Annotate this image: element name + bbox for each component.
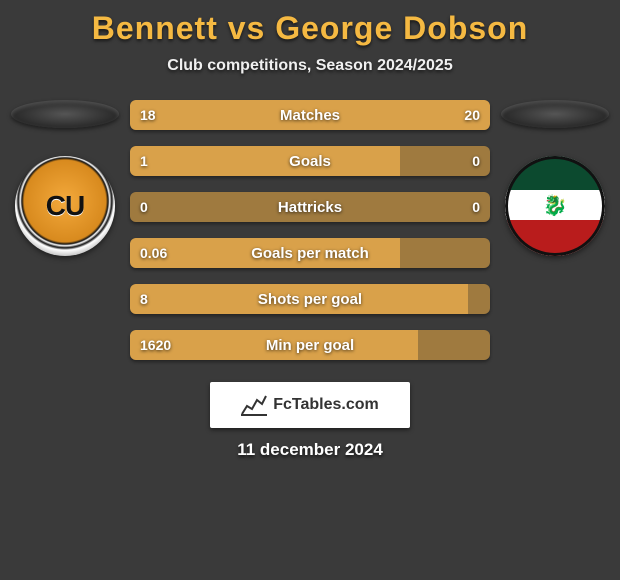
stat-row: 18Matches20 bbox=[130, 100, 490, 130]
stat-row: 0Hattricks0 bbox=[130, 192, 490, 222]
right-side: 🐉 bbox=[500, 100, 610, 256]
stat-row: 0.06Goals per match bbox=[130, 238, 490, 268]
brand-text: FcTables.com bbox=[273, 396, 379, 414]
brand-badge: FcTables.com bbox=[210, 382, 410, 428]
stat-label: Shots per goal bbox=[130, 284, 490, 314]
stat-label: Goals per match bbox=[130, 238, 490, 268]
stat-row: 1Goals0 bbox=[130, 146, 490, 176]
date-text: 11 december 2024 bbox=[0, 440, 620, 460]
comparison-panel: CU 18Matches201Goals00Hattricks00.06Goal… bbox=[0, 100, 620, 376]
left-side: CU bbox=[10, 100, 120, 256]
stat-right-value: 0 bbox=[472, 146, 480, 176]
stat-right-value: 20 bbox=[464, 100, 480, 130]
stat-label: Matches bbox=[130, 100, 490, 130]
stat-bars: 18Matches201Goals00Hattricks00.06Goals p… bbox=[120, 100, 500, 376]
subtitle: Club competitions, Season 2024/2025 bbox=[0, 57, 620, 75]
stat-row: 1620Min per goal bbox=[130, 330, 490, 360]
right-team-crest: 🐉 bbox=[505, 156, 605, 256]
page-title: Bennett vs George Dobson bbox=[0, 0, 620, 47]
stat-label: Hattricks bbox=[130, 192, 490, 222]
stat-right-value: 0 bbox=[472, 192, 480, 222]
left-team-crest: CU bbox=[15, 156, 115, 256]
left-player-silhouette bbox=[11, 100, 119, 128]
left-team-code: CU bbox=[46, 190, 84, 222]
right-player-silhouette bbox=[501, 100, 609, 128]
stat-row: 8Shots per goal bbox=[130, 284, 490, 314]
stat-label: Goals bbox=[130, 146, 490, 176]
brand-icon bbox=[241, 394, 267, 416]
stat-label: Min per goal bbox=[130, 330, 490, 360]
